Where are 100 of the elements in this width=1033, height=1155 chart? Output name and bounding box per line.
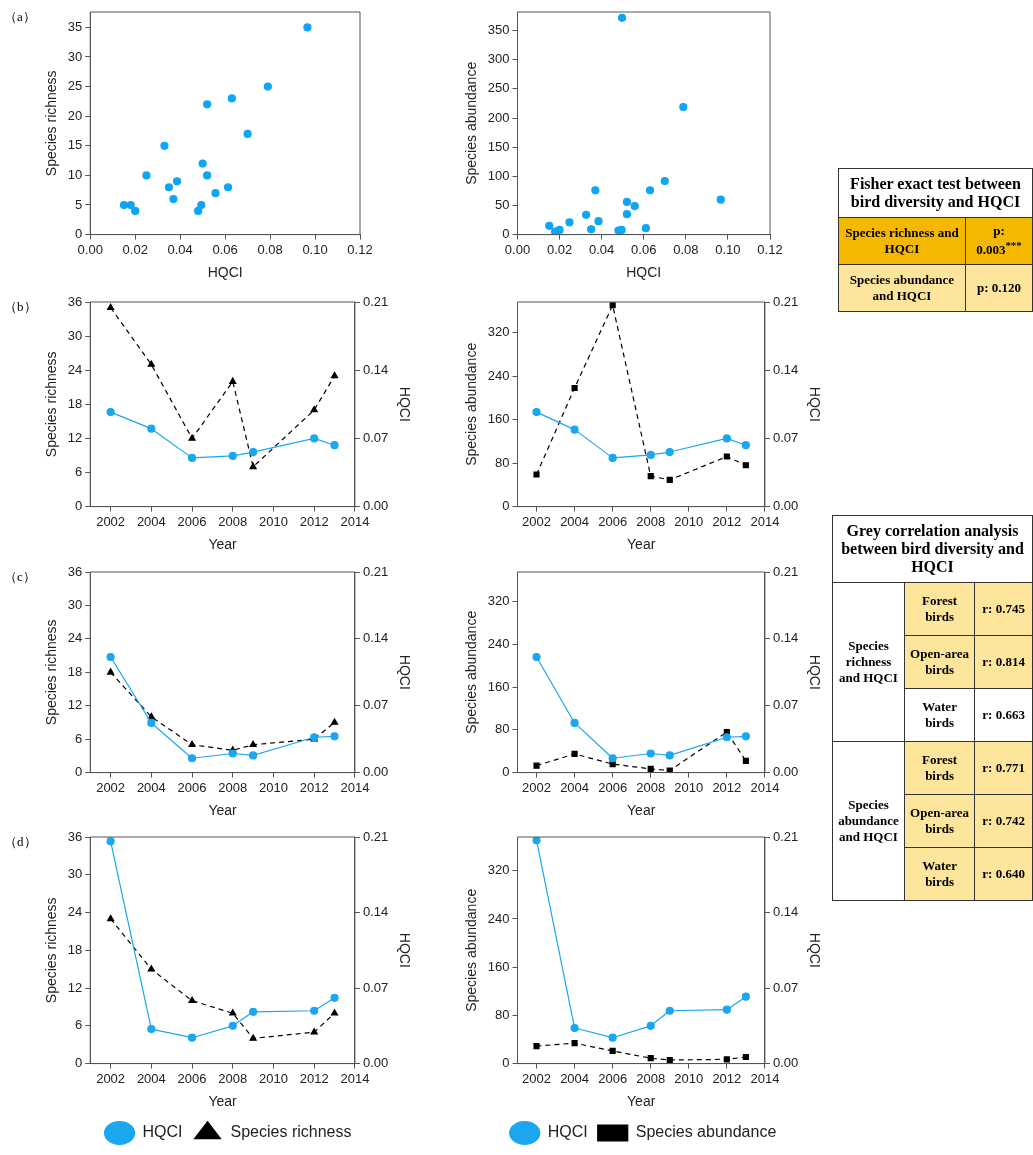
x-tick-label: 2006	[177, 779, 207, 795]
y2-tick-label: 0.00	[362, 498, 389, 514]
text: p: 0.120	[965, 264, 1033, 312]
y2-tick-label: 0.07	[362, 697, 389, 713]
y2-axis-title: HQCI	[396, 932, 413, 968]
x-tick-label: 2006	[177, 1070, 207, 1086]
y-tick-label: 24	[67, 904, 83, 920]
y-tick-label: 30	[67, 48, 83, 64]
y-tick-label: 18	[67, 941, 83, 957]
y-tick-label: 18	[67, 663, 83, 679]
x-tick-label: 0.10	[715, 241, 741, 257]
text: Species richness and HQCI	[832, 582, 905, 742]
x-tick-label: 2002	[96, 513, 126, 529]
y-tick-label: 300	[487, 51, 510, 67]
x-tick-label: 2006	[177, 513, 207, 529]
x-tick-label: 2010	[674, 1070, 704, 1086]
y-tick-label: 80	[495, 454, 510, 470]
y-axis-title: Species abundance	[463, 342, 480, 466]
x-tick-label: 2004	[136, 779, 166, 795]
y-tick-label: 240	[487, 367, 510, 383]
y2-tick-label: 0.14	[362, 630, 389, 646]
text: （c）	[4, 568, 36, 586]
y2-tick-label: 0.07	[362, 979, 389, 995]
x-tick-label: 2014	[340, 779, 370, 795]
legend-label: Species richness	[230, 1123, 352, 1141]
y-tick-label: 12	[67, 697, 83, 713]
y-tick-label: 0	[75, 498, 83, 514]
x-tick-label: 2008	[218, 513, 248, 529]
x-tick-label: 2014	[340, 1070, 370, 1086]
y2-tick-label: 0.00	[772, 764, 799, 780]
y-tick-label: 6	[75, 464, 83, 480]
x-tick-label: 0.06	[631, 241, 657, 257]
y-tick-label: 320	[487, 324, 510, 340]
y2-tick-label: 0.14	[772, 361, 799, 377]
x-tick-label: 2002	[96, 779, 126, 795]
x-tick-label: 0.02	[546, 241, 573, 257]
x-tick-label: 2012	[712, 1070, 742, 1086]
x-tick-label: 0.00	[77, 241, 103, 257]
text: Forest birds	[904, 582, 975, 636]
x-tick-label: 2012	[299, 513, 329, 529]
text: Open-area birds	[904, 794, 975, 848]
text: r: 0.745	[974, 582, 1033, 636]
x-tick-label: 0.08	[257, 241, 283, 257]
text: Water birds	[904, 688, 975, 742]
y-tick-label: 6	[75, 730, 83, 746]
x-tick-label: 0.04	[167, 241, 193, 257]
y2-tick-label: 0.14	[772, 904, 799, 920]
x-tick-label: 2002	[522, 513, 551, 529]
y-tick-label: 0	[502, 226, 510, 242]
text: Open-area birds	[904, 635, 975, 689]
x-tick-label: 2006	[598, 513, 628, 529]
x-tick-label: 0.06	[212, 241, 238, 257]
text: Species abundance and HQCI	[838, 264, 966, 312]
y-tick-label: 12	[67, 979, 83, 995]
y-tick-label: 240	[487, 636, 510, 652]
text: r: 0.771	[974, 741, 1033, 795]
x-tick-label: 2010	[674, 513, 704, 529]
y2-tick-label: 0.00	[362, 1055, 389, 1071]
y-tick-label: 100	[487, 167, 510, 183]
x-tick-label: 2008	[636, 513, 666, 529]
x-tick-label: 0.00	[504, 241, 531, 257]
x-tick-label: 2008	[636, 779, 666, 795]
y-tick-label: 36	[67, 563, 83, 579]
x-axis-title: Year	[208, 802, 238, 819]
x-tick-label: 2004	[560, 779, 590, 795]
x-tick-label: 0.10	[302, 241, 328, 257]
text: Species abundance and HQCI	[832, 741, 905, 901]
y2-tick-label: 0.07	[772, 697, 799, 713]
x-tick-label: 0.12	[347, 241, 373, 257]
x-tick-label: 0.04	[589, 241, 615, 257]
y-tick-label: 0	[75, 1055, 83, 1071]
x-axis-title: Year	[627, 536, 656, 553]
y2-tick-label: 0.14	[772, 630, 799, 646]
x-tick-label: 2004	[136, 513, 166, 529]
y-tick-label: 160	[487, 678, 510, 694]
x-axis-title: HQCI	[207, 264, 243, 281]
y-tick-label: 80	[495, 1006, 510, 1022]
y-tick-label: 240	[487, 910, 510, 926]
x-axis-title: Year	[627, 802, 656, 819]
y2-tick-label: 0.21	[362, 293, 389, 309]
text: Forest birds	[904, 741, 975, 795]
text: （a）	[4, 8, 36, 26]
y2-tick-label: 0.07	[772, 979, 799, 995]
y2-axis-title: HQCI	[396, 386, 413, 422]
y-tick-label: 20	[67, 107, 83, 123]
y2-tick-label: 0.00	[772, 1055, 799, 1071]
y-tick-label: 35	[67, 18, 83, 34]
y2-axis-title: HQCI	[806, 386, 823, 422]
text: p: 0.003$^{***}$	[965, 217, 1033, 265]
x-tick-label: 2008	[218, 779, 248, 795]
x-tick-label: 2002	[522, 779, 551, 795]
x-tick-label: 2002	[96, 1070, 126, 1086]
text: Water birds	[904, 847, 975, 901]
x-tick-label: 2008	[218, 1070, 248, 1086]
x-axis-title: Year	[627, 1093, 656, 1110]
x-axis-title: HQCI	[626, 264, 662, 281]
y-tick-label: 350	[487, 22, 510, 38]
x-tick-label: 2010	[674, 779, 704, 795]
y-tick-label: 0	[502, 764, 510, 780]
y-tick-label: 5	[75, 196, 83, 212]
